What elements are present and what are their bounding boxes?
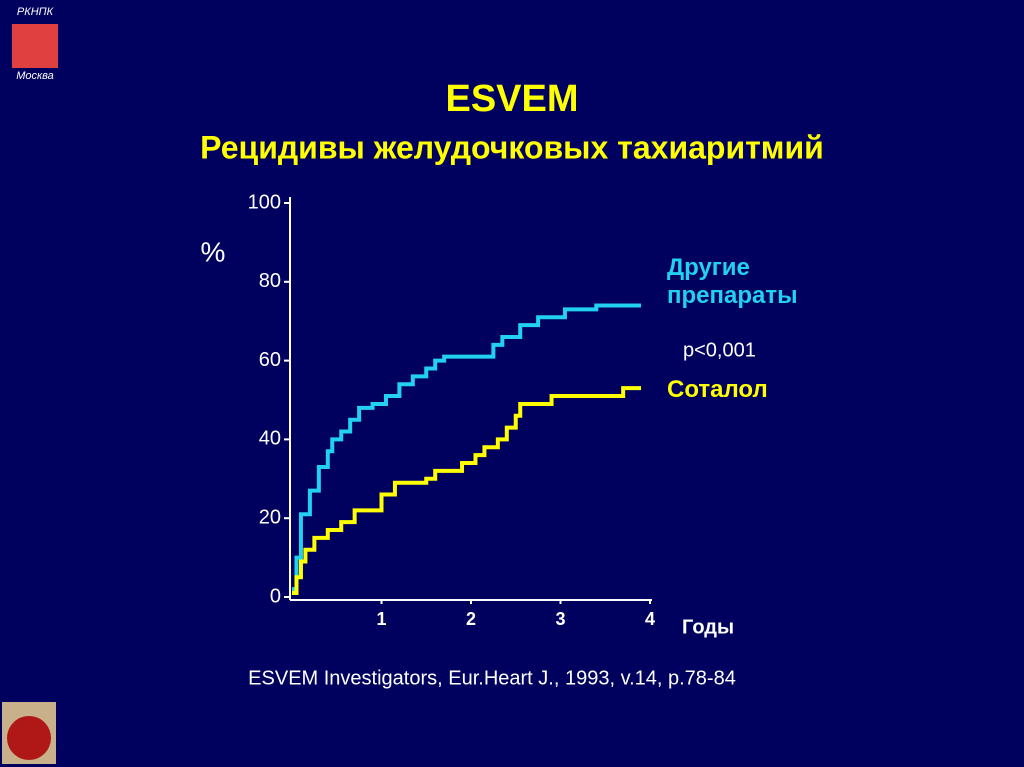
- step-line: [292, 303, 642, 592]
- x-axis-label: Годы: [682, 616, 734, 638]
- y-tick-label: 0: [270, 585, 281, 607]
- chart-subtitle: Рецидивы желудочковых тахиаритмий: [200, 129, 824, 165]
- y-tick-label: 60: [259, 349, 281, 371]
- y-tick-label: 80: [259, 270, 281, 292]
- logo-top: РКНПК: [17, 6, 54, 18]
- x-tick-label: 3: [555, 609, 565, 629]
- x-tick-label: 4: [645, 609, 655, 629]
- y-axis-label: %: [201, 236, 226, 267]
- y-tick-label: 20: [259, 506, 281, 528]
- step-line: [292, 386, 642, 596]
- logo: [12, 24, 58, 68]
- logo-bottom: Москва: [16, 70, 54, 82]
- y-tick-label: 100: [248, 191, 281, 213]
- x-tick-label: 1: [376, 609, 386, 629]
- y-tick-label: 40: [259, 428, 281, 450]
- source: ESVEM Investigators, Eur.Heart J., 1993,…: [248, 667, 736, 689]
- chart-title: ESVEM: [445, 78, 578, 120]
- x-tick-label: 2: [466, 609, 476, 629]
- legend-entry: Соталол: [667, 376, 768, 403]
- annotation: p<0,001: [683, 339, 756, 361]
- legend-entry: Другие препараты: [667, 254, 798, 309]
- society-logo-mark: [7, 716, 51, 760]
